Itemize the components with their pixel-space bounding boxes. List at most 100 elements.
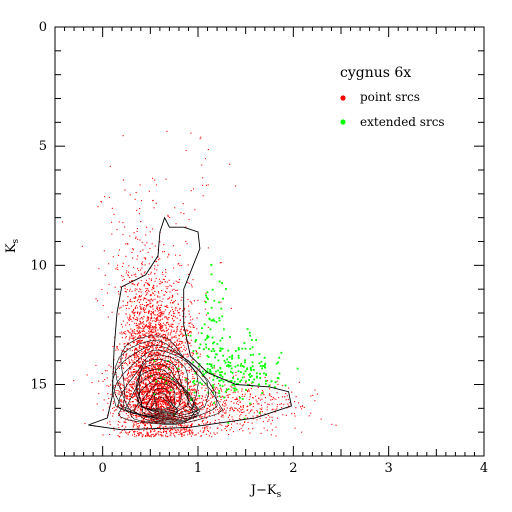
point-src-point	[119, 391, 121, 393]
point-src-point	[131, 414, 133, 416]
point-src-point	[184, 322, 186, 324]
point-src-point	[257, 387, 259, 389]
extended-src-point	[153, 360, 156, 362]
extended-src-point	[207, 356, 210, 358]
point-src-point	[127, 274, 129, 276]
point-src-point	[183, 397, 185, 399]
point-src-point	[165, 339, 167, 341]
point-src-point	[222, 396, 224, 398]
point-src-point	[151, 425, 153, 427]
point-src-point	[132, 280, 134, 282]
extended-src-point	[210, 365, 213, 367]
point-src-point	[150, 273, 152, 275]
point-src-point	[167, 256, 169, 258]
point-src-point	[201, 417, 203, 419]
extended-src-point	[263, 365, 266, 367]
point-src-point	[220, 416, 222, 418]
point-src-point	[264, 402, 266, 404]
point-src-point	[173, 301, 175, 303]
point-src-point	[221, 429, 223, 431]
point-src-point	[192, 358, 194, 360]
point-src-point	[146, 388, 148, 390]
point-src-point	[188, 371, 190, 373]
point-src-point	[152, 343, 154, 345]
point-src-point	[137, 388, 139, 390]
point-src-point	[155, 381, 157, 383]
point-src-point	[140, 411, 142, 413]
point-src-point	[146, 434, 148, 436]
point-src-point	[147, 373, 149, 375]
point-src-point	[171, 365, 173, 367]
point-src-point	[134, 405, 136, 407]
point-src-point	[151, 405, 153, 407]
point-src-point	[153, 430, 155, 432]
point-src-point	[118, 367, 120, 369]
extended-src-point	[234, 350, 237, 352]
point-src-point	[137, 373, 139, 375]
point-src-point	[181, 429, 183, 431]
point-src-point	[156, 285, 158, 287]
point-src-point	[149, 403, 151, 405]
point-src-point	[164, 290, 166, 292]
point-src-point	[161, 336, 163, 338]
point-src-point	[134, 408, 136, 410]
extended-src-point	[219, 350, 222, 352]
point-src-point	[177, 393, 179, 395]
point-src-point	[151, 421, 153, 423]
point-src-point	[267, 420, 269, 422]
point-src-point	[155, 184, 157, 186]
point-src-point	[127, 380, 129, 382]
point-src-point	[161, 400, 163, 402]
point-src-point	[139, 313, 141, 315]
point-src-point	[121, 331, 123, 333]
point-src-point	[272, 396, 274, 398]
point-src-point	[221, 403, 223, 405]
point-src-point	[144, 311, 146, 313]
extended-src-point	[245, 388, 247, 391]
point-src-point	[271, 419, 273, 421]
point-src-point	[180, 299, 182, 301]
extended-src-point	[207, 312, 209, 315]
point-src-point	[180, 356, 182, 358]
point-src-point	[166, 400, 168, 402]
point-src-point	[140, 304, 142, 306]
point-src-point	[153, 361, 155, 363]
point-src-point	[168, 381, 170, 383]
point-src-point	[180, 388, 182, 390]
point-src-point	[150, 329, 152, 331]
point-src-point	[147, 367, 149, 369]
point-src-point	[219, 407, 221, 409]
point-src-point	[178, 378, 180, 380]
point-src-point	[220, 396, 222, 398]
point-src-point	[170, 325, 172, 327]
point-src-point	[157, 403, 159, 405]
point-src-point	[177, 399, 179, 401]
point-src-point	[151, 243, 153, 245]
point-src-point	[139, 318, 141, 320]
point-src-point	[158, 386, 160, 388]
point-src-point	[140, 307, 142, 309]
point-src-point	[178, 323, 180, 325]
point-src-point	[172, 311, 174, 313]
point-src-point	[148, 378, 150, 380]
point-src-point	[126, 342, 128, 344]
point-src-point	[183, 353, 185, 355]
point-src-point	[184, 342, 186, 344]
point-src-point	[122, 393, 124, 395]
point-src-point	[182, 428, 184, 430]
point-src-point	[173, 370, 175, 372]
point-src-point	[145, 301, 147, 303]
point-src-point	[191, 286, 193, 288]
point-src-point	[301, 408, 303, 410]
point-src-point	[154, 365, 156, 367]
point-src-point	[185, 399, 187, 401]
extended-src-point	[259, 372, 261, 375]
point-src-point	[162, 325, 164, 327]
point-src-point	[146, 431, 148, 433]
point-src-point	[200, 409, 202, 411]
point-src-point	[166, 381, 168, 383]
point-src-point	[249, 410, 251, 412]
point-src-point	[135, 357, 137, 359]
point-src-point	[172, 391, 174, 393]
point-src-point	[142, 369, 144, 371]
